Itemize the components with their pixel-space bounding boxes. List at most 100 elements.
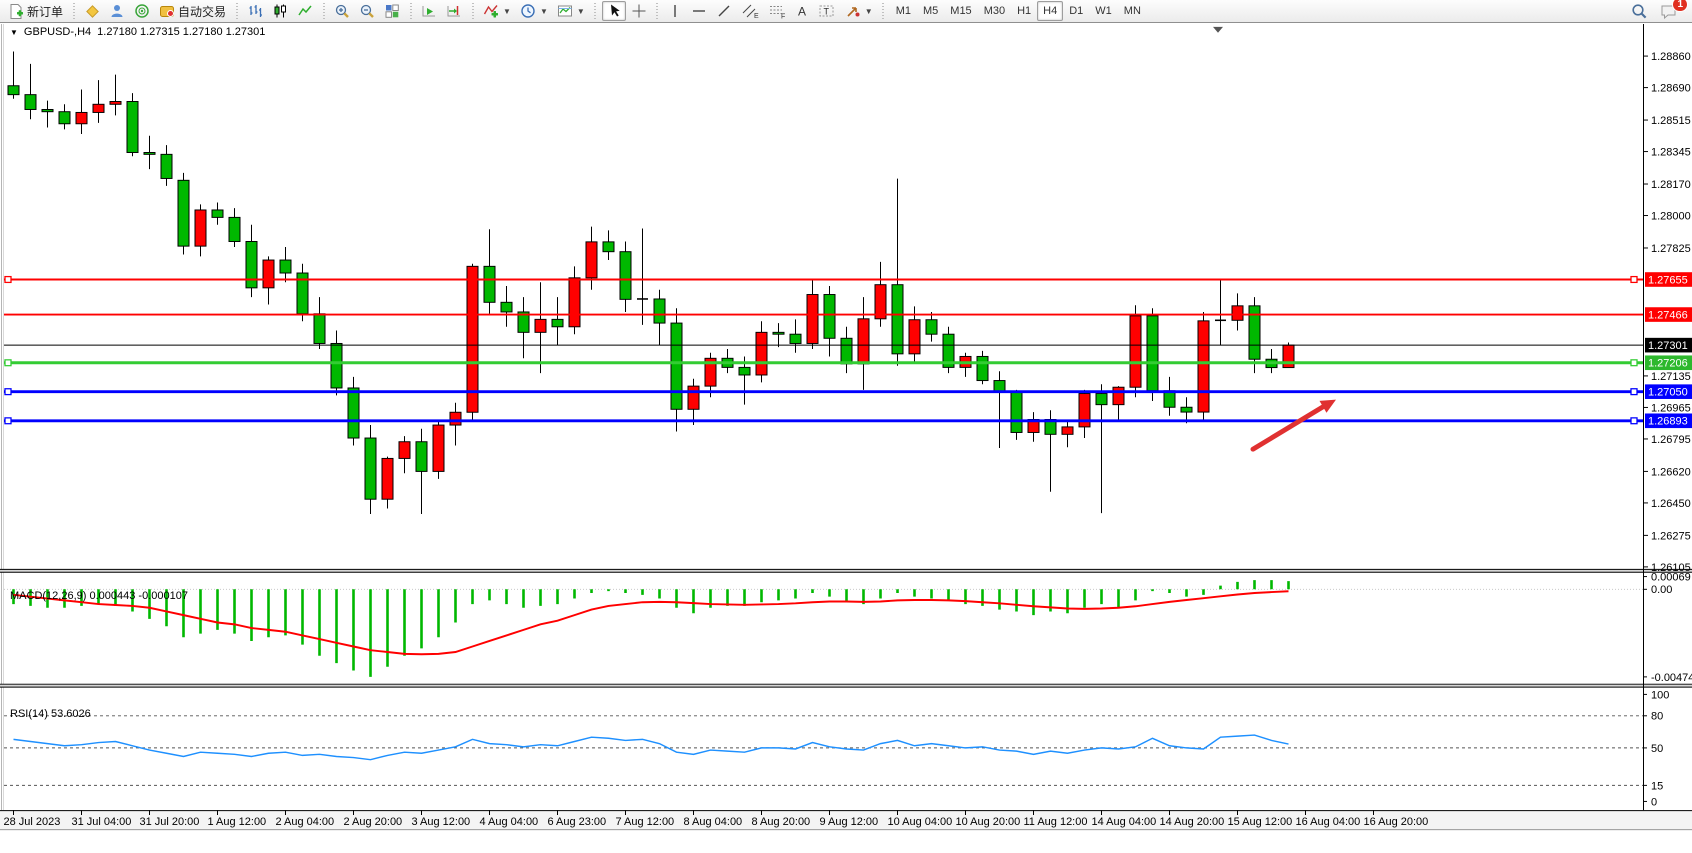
bar-chart-button[interactable] <box>243 1 267 21</box>
horizontal-lines-layer[interactable] <box>4 275 1643 425</box>
candle-body <box>1180 406 1193 413</box>
timeframe-H1[interactable]: H1 <box>1017 5 1032 17</box>
indicators-dropdown-caret[interactable]: ▼ <box>503 6 511 16</box>
fibonacci-tool-button[interactable]: F <box>764 1 790 21</box>
symbol-dropdown-icon[interactable]: ▼ <box>10 27 18 37</box>
candlestick-chart-button[interactable] <box>268 1 292 21</box>
trendline-tool-button[interactable] <box>712 1 736 21</box>
candle <box>415 428 428 515</box>
candle <box>126 93 139 157</box>
candle-body <box>1061 426 1074 435</box>
tile-windows-button[interactable] <box>380 1 404 21</box>
price-axis[interactable]: 1.28860 1.28690 1.28515 1.28345 1.28170 1.280… <box>1643 51 1692 574</box>
candle-body <box>245 241 258 289</box>
arrow-shaft[interactable] <box>1250 404 1326 452</box>
candle-body <box>58 111 71 125</box>
auto-scroll-button[interactable] <box>417 1 441 21</box>
periods-button[interactable]: ▼ <box>516 1 552 21</box>
text-label-tool-button[interactable]: T <box>814 1 840 21</box>
templates-button[interactable]: ▼ <box>553 1 589 21</box>
panel-splitter[interactable] <box>0 684 1692 688</box>
candle <box>551 297 564 346</box>
horizontal-line-tool-button[interactable] <box>687 1 711 21</box>
time-tick-label: 10 Aug 20:00 <box>955 816 1020 828</box>
candle <box>483 229 496 314</box>
text-tool-button[interactable]: A <box>791 1 813 21</box>
navigator-button[interactable] <box>130 1 154 21</box>
timeframe-M30[interactable]: M30 <box>983 5 1006 17</box>
chart-canvas[interactable]: 1.28860 1.28690 1.28515 1.28345 1.28170 1.280… <box>0 23 1692 853</box>
autotrading-button[interactable]: 自动交易 <box>155 1 230 21</box>
timeframe-D1[interactable]: D1 <box>1069 5 1084 17</box>
notifications-button[interactable]: 1 <box>1656 0 1688 21</box>
periods-dropdown-caret[interactable]: ▼ <box>539 6 548 16</box>
hline-handle[interactable] <box>1630 359 1638 367</box>
templates-dropdown-caret[interactable]: ▼ <box>576 6 585 16</box>
candle <box>568 266 581 335</box>
cursor-tool-button[interactable] <box>601 1 626 21</box>
time-tick-label: 8 Aug 20:00 <box>751 816 810 828</box>
timeframe-H4[interactable]: H4 <box>1037 1 1064 21</box>
candle-body <box>381 457 394 500</box>
time-tick-label: 9 Aug 12:00 <box>820 816 879 828</box>
candle <box>925 311 938 342</box>
candle <box>637 228 648 325</box>
channel-tool-button[interactable]: E <box>737 1 763 21</box>
candle <box>364 425 377 515</box>
timeframe-W1[interactable]: W1 <box>1095 5 1112 17</box>
candle <box>466 263 479 420</box>
rsi-axis[interactable]: 100 80 50 15 0 <box>1643 689 1669 808</box>
macd-panel[interactable] <box>4 580 1643 677</box>
hline-handle[interactable] <box>4 359 12 367</box>
chart-shift-button[interactable] <box>442 1 466 21</box>
hline-handle[interactable] <box>4 417 12 425</box>
candle-body <box>925 319 938 335</box>
rsi-tick-label: 80 <box>1651 711 1663 723</box>
line-chart-button[interactable] <box>293 1 317 21</box>
rsi-panel[interactable] <box>4 715 1643 786</box>
search-button[interactable] <box>1627 1 1652 21</box>
timeframe-M15[interactable]: M15 <box>950 5 972 17</box>
equidistant-channel-icon: E <box>742 4 759 19</box>
candle <box>670 308 683 432</box>
zoom-in-button[interactable] <box>330 1 354 21</box>
new-order-button[interactable]: 新订单 <box>4 1 67 21</box>
quotes-button[interactable] <box>80 1 104 21</box>
crosshair-tool-button[interactable] <box>627 1 651 21</box>
vertical-line-tool-button[interactable] <box>664 1 686 21</box>
hline-handle[interactable] <box>1630 275 1638 284</box>
hline-handle[interactable] <box>1630 417 1638 425</box>
macd-indicator-label: MACD(12,26,9) 0.000443 -0.000107 <box>10 590 188 602</box>
candle <box>194 204 207 257</box>
candle <box>500 285 513 327</box>
trend-arrow-annotation[interactable] <box>1250 399 1336 452</box>
hline-handle[interactable] <box>1630 388 1638 396</box>
candle-body <box>823 294 836 339</box>
hline-handle[interactable] <box>4 275 12 284</box>
time-axis[interactable]: 28 Jul 2023 31 Jul 04:00 31 Jul 20:00 1 Aug… <box>3 810 1428 828</box>
arrow-objects-icon <box>847 7 860 17</box>
candle-body <box>364 437 377 500</box>
templates-icon <box>557 5 572 17</box>
candle-body <box>534 318 547 333</box>
indicators-button[interactable]: ▼ <box>479 1 515 21</box>
candle <box>789 319 802 353</box>
arrows-tool-button[interactable]: ▼ <box>841 1 877 21</box>
toolbar-separator <box>234 3 240 19</box>
candle-body <box>908 319 921 355</box>
autotrading-label: 自动交易 <box>178 4 227 19</box>
candle <box>109 74 122 116</box>
chart-shift-marker[interactable] <box>1213 26 1223 33</box>
candle-body <box>1163 390 1176 408</box>
timeframe-M1[interactable]: M1 <box>895 5 911 17</box>
timeframe-M5[interactable]: M5 <box>923 5 939 17</box>
panel-splitter[interactable] <box>0 569 1692 573</box>
timeframe-MN[interactable]: MN <box>1123 5 1141 17</box>
zoom-out-button[interactable] <box>355 1 379 21</box>
data-window-button[interactable] <box>105 1 129 21</box>
time-tick-label: 3 Aug 12:00 <box>412 816 471 828</box>
candle <box>1010 389 1023 440</box>
arrows-dropdown-caret[interactable]: ▼ <box>864 6 873 16</box>
hline-handle[interactable] <box>4 388 12 396</box>
